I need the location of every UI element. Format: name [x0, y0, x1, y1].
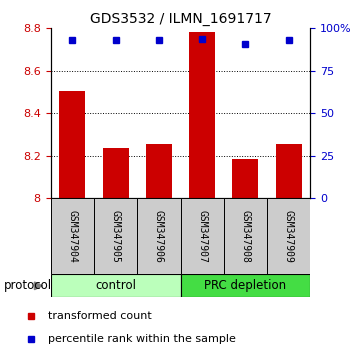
Text: control: control	[95, 279, 136, 292]
Text: transformed count: transformed count	[48, 311, 152, 321]
Bar	[267, 198, 310, 274]
Bar	[51, 198, 94, 274]
Title: GDS3532 / ILMN_1691717: GDS3532 / ILMN_1691717	[90, 12, 271, 26]
Text: GSM347907: GSM347907	[197, 210, 207, 263]
Text: GSM347909: GSM347909	[284, 210, 294, 263]
Bar	[232, 159, 258, 198]
Bar	[189, 32, 215, 198]
Bar	[180, 198, 224, 274]
Bar	[276, 144, 302, 198]
Text: PRC depletion: PRC depletion	[204, 279, 287, 292]
Bar	[51, 274, 180, 297]
Text: GSM347905: GSM347905	[110, 210, 121, 263]
Bar	[103, 148, 129, 198]
Text: protocol: protocol	[4, 279, 52, 292]
Text: percentile rank within the sample: percentile rank within the sample	[48, 334, 236, 344]
Bar	[137, 198, 180, 274]
Text: GSM347908: GSM347908	[240, 210, 251, 263]
Bar	[59, 91, 85, 198]
Bar	[146, 144, 172, 198]
Text: GSM347906: GSM347906	[154, 210, 164, 263]
Bar	[94, 198, 137, 274]
Bar	[224, 198, 267, 274]
Text: GSM347904: GSM347904	[67, 210, 77, 263]
Bar	[180, 274, 310, 297]
